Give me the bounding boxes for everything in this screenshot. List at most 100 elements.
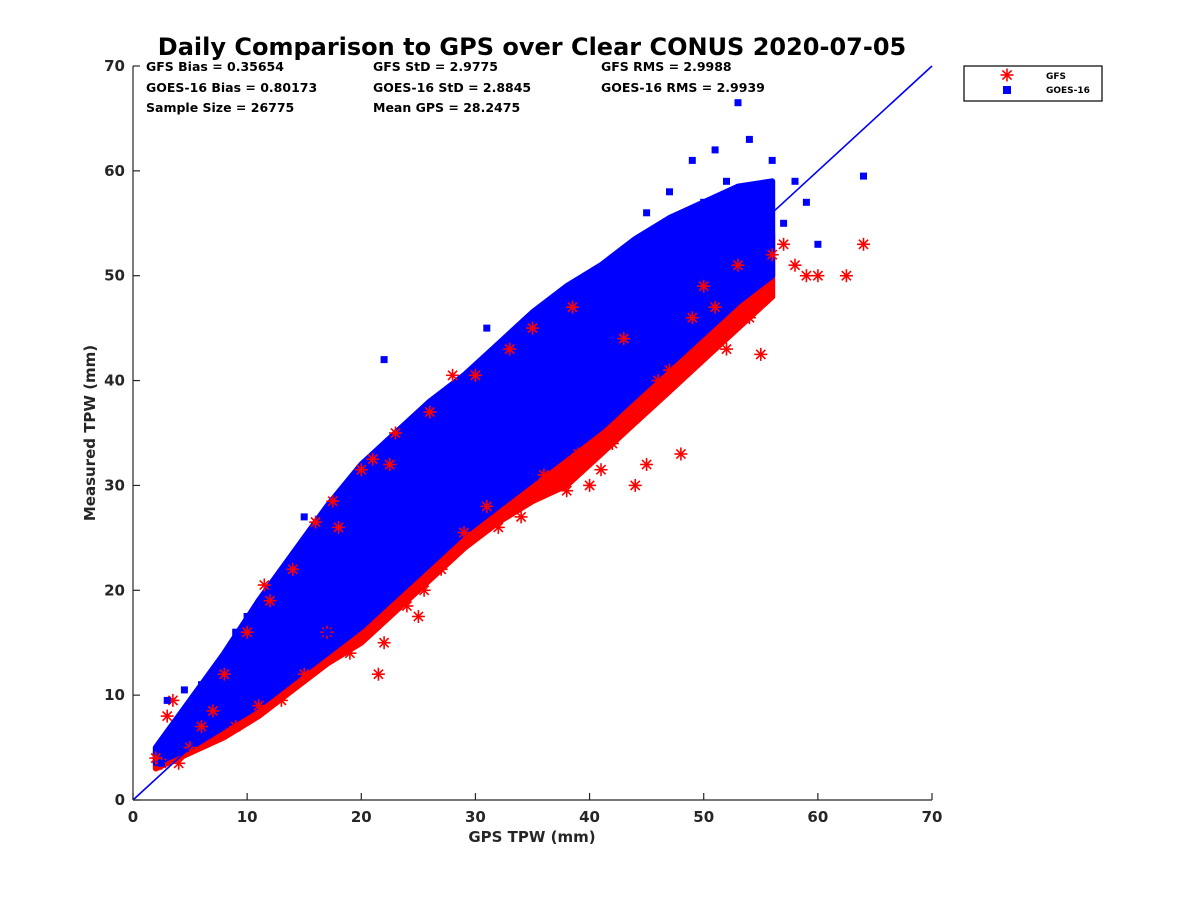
gfs-point xyxy=(537,468,551,482)
gfs-point xyxy=(605,437,619,450)
x-tick-label: 60 xyxy=(807,808,828,826)
goes-point xyxy=(591,377,599,385)
dense-cloud-goes xyxy=(152,178,776,767)
gfs-point xyxy=(326,494,340,508)
goes-point xyxy=(403,502,411,510)
goes-point xyxy=(300,513,308,521)
y-tick-label: 0 xyxy=(115,791,125,809)
y-tick-label: 30 xyxy=(104,476,125,494)
gfs-point xyxy=(252,699,266,713)
goes-point xyxy=(426,461,434,468)
stat-goes-std: GOES-16 StD = 2.8845 xyxy=(373,80,531,95)
goes-point xyxy=(506,377,514,385)
goes-point xyxy=(460,440,468,447)
dense-point-clouds xyxy=(152,178,776,772)
legend-marker-goes xyxy=(1003,86,1011,94)
gfs-point xyxy=(400,599,414,613)
gfs-point xyxy=(788,258,802,272)
goes-point xyxy=(392,450,399,458)
goes-point xyxy=(449,408,457,416)
goes-point xyxy=(700,198,708,206)
legend-label-goes: GOES-16 xyxy=(1046,86,1090,96)
goes-point xyxy=(666,188,673,196)
goes-point xyxy=(631,282,639,290)
goes-point xyxy=(608,303,616,311)
gfs-point xyxy=(811,269,825,283)
goes-point xyxy=(335,544,342,552)
legend-gfs-asterisk xyxy=(1000,68,1014,82)
y-tick-label: 50 xyxy=(104,267,125,285)
goes-point xyxy=(220,660,228,668)
goes-point xyxy=(586,282,594,290)
goes-point xyxy=(688,156,696,164)
gfs-point xyxy=(389,426,402,440)
stat-sample-size: Sample Size = 26775 xyxy=(146,100,294,115)
goes-point xyxy=(437,508,445,516)
gfs-point xyxy=(663,363,676,377)
y-tick-label: 60 xyxy=(104,162,125,180)
goes-point xyxy=(186,723,194,731)
x-tick-label: 50 xyxy=(693,808,714,826)
goes-point xyxy=(802,198,810,206)
gfs-point xyxy=(571,447,585,461)
gfs-point xyxy=(229,720,243,734)
gfs-point xyxy=(343,646,357,660)
legend-box xyxy=(963,65,1103,102)
goes-point xyxy=(312,586,320,594)
stat-gfs-std: GFS StD = 2.9775 xyxy=(373,59,498,74)
y-axis-label: Measured TPW (mm) xyxy=(81,345,99,521)
gfs-point xyxy=(754,290,768,304)
goes-point xyxy=(323,628,331,636)
y-tick-label: 70 xyxy=(104,57,125,75)
gfs-point xyxy=(240,625,254,639)
gfs-point xyxy=(371,667,385,681)
gfs-point xyxy=(594,463,608,477)
goes-point xyxy=(574,356,582,364)
gfs-point xyxy=(457,526,471,540)
y-tick-label: 20 xyxy=(104,581,125,599)
gfs-point xyxy=(263,594,277,608)
stat-gfs-rms: GFS RMS = 2.9988 xyxy=(601,59,732,74)
goes-point xyxy=(643,209,651,217)
goes-point xyxy=(158,759,165,767)
gfs-point xyxy=(765,248,779,262)
goes-point xyxy=(163,696,171,704)
goes-point xyxy=(814,240,822,248)
gfs-point xyxy=(566,300,579,314)
gfs-point xyxy=(651,374,665,388)
y-tick-label: 10 xyxy=(104,686,125,704)
gfs-point xyxy=(297,667,311,681)
x-tick-label: 0 xyxy=(128,808,138,826)
goes-point xyxy=(243,613,251,620)
goes-point xyxy=(255,660,263,668)
goes-point xyxy=(209,691,217,699)
gfs-point xyxy=(560,484,574,498)
gfs-point xyxy=(742,311,756,325)
x-axis-label: GPS TPW (mm) xyxy=(468,828,595,846)
goes-point xyxy=(380,356,388,364)
goes-point xyxy=(677,240,685,248)
gfs-point xyxy=(354,463,368,477)
gfs-point xyxy=(720,342,733,356)
goes-point xyxy=(654,230,662,238)
gfs-point xyxy=(583,478,597,492)
gfs-point xyxy=(206,704,220,718)
gfs-point xyxy=(799,269,813,283)
goes-point xyxy=(232,628,240,636)
gfs-point xyxy=(446,368,460,382)
goes-point xyxy=(551,398,559,405)
gfs-point xyxy=(332,520,345,534)
gfs-point xyxy=(731,258,745,272)
goes-point xyxy=(198,681,205,689)
goes-point xyxy=(380,492,388,500)
stat-mean-gps: Mean GPS = 28.2475 xyxy=(373,100,520,115)
gfs-point xyxy=(423,405,437,419)
stat-gfs-bias: GFS Bias = 0.35654 xyxy=(146,59,284,74)
goes-point xyxy=(711,146,719,154)
gfs-point xyxy=(274,693,288,707)
goes-point xyxy=(494,450,502,458)
goes-point xyxy=(369,523,377,531)
axes: 0 10 20 30 40 50 60 70 0 10 20 30 40 50 60 70 xyxy=(104,57,942,826)
gfs-point xyxy=(640,458,654,471)
